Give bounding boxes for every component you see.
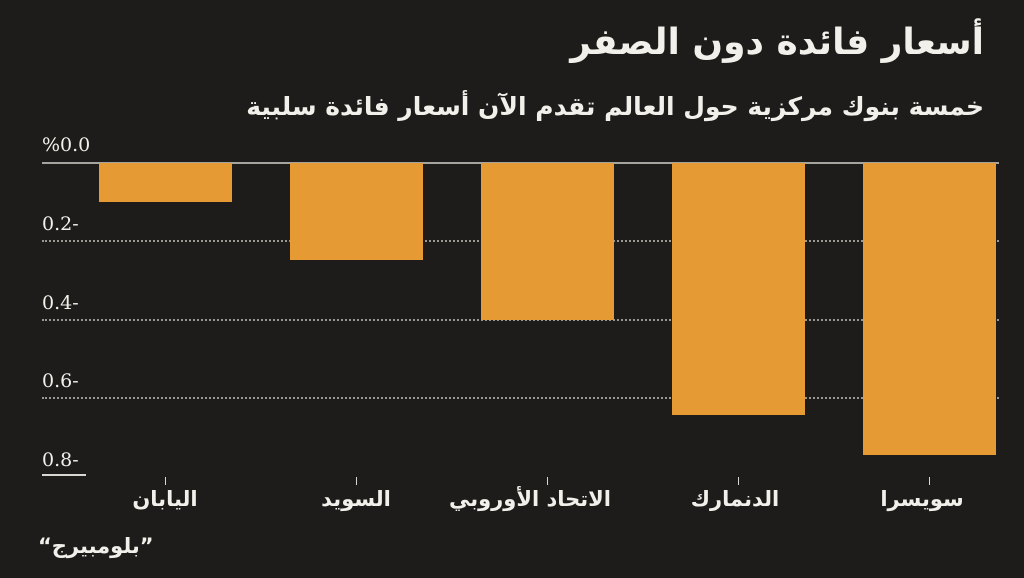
chart-title: أسعار فائدة دون الصفر xyxy=(570,22,984,63)
bar-sweden xyxy=(290,163,423,260)
x-label-japan: اليابان xyxy=(132,487,198,511)
y-tick-label-0.8: 0.8- xyxy=(42,449,79,471)
gridline-0.4 xyxy=(42,319,999,321)
y-tick-label-0.6: 0.6- xyxy=(42,370,79,392)
x-tick-sweden xyxy=(356,477,357,485)
y-tick-label-0.2: 0.2- xyxy=(42,213,79,235)
y-tick-label-0.4: 0.4- xyxy=(42,292,79,314)
chart-subtitle: خمسة بنوك مركزية حول العالم تقدم الآن أس… xyxy=(246,92,984,121)
gridline-0.6 xyxy=(42,397,999,399)
bar-denmark xyxy=(672,163,805,415)
x-tick-japan xyxy=(165,477,166,485)
x-label-sweden: السويد xyxy=(321,487,391,511)
x-label-switzerland: سويسرا xyxy=(880,487,964,511)
x-label-eu: الاتحاد الأوروبي xyxy=(449,487,611,511)
x-tick-denmark xyxy=(738,477,739,485)
bar-eu xyxy=(481,163,614,320)
x-label-denmark: الدنمارك xyxy=(690,487,780,511)
y-tick-label-0: %0.0 xyxy=(42,134,91,156)
x-tick-eu xyxy=(547,477,548,485)
bar-switzerland xyxy=(863,163,996,455)
axis-underline xyxy=(42,474,86,476)
bar-japan xyxy=(99,163,232,202)
source-credit: ”بلومبيرج“ xyxy=(38,534,154,558)
x-tick-switzerland xyxy=(929,477,930,485)
